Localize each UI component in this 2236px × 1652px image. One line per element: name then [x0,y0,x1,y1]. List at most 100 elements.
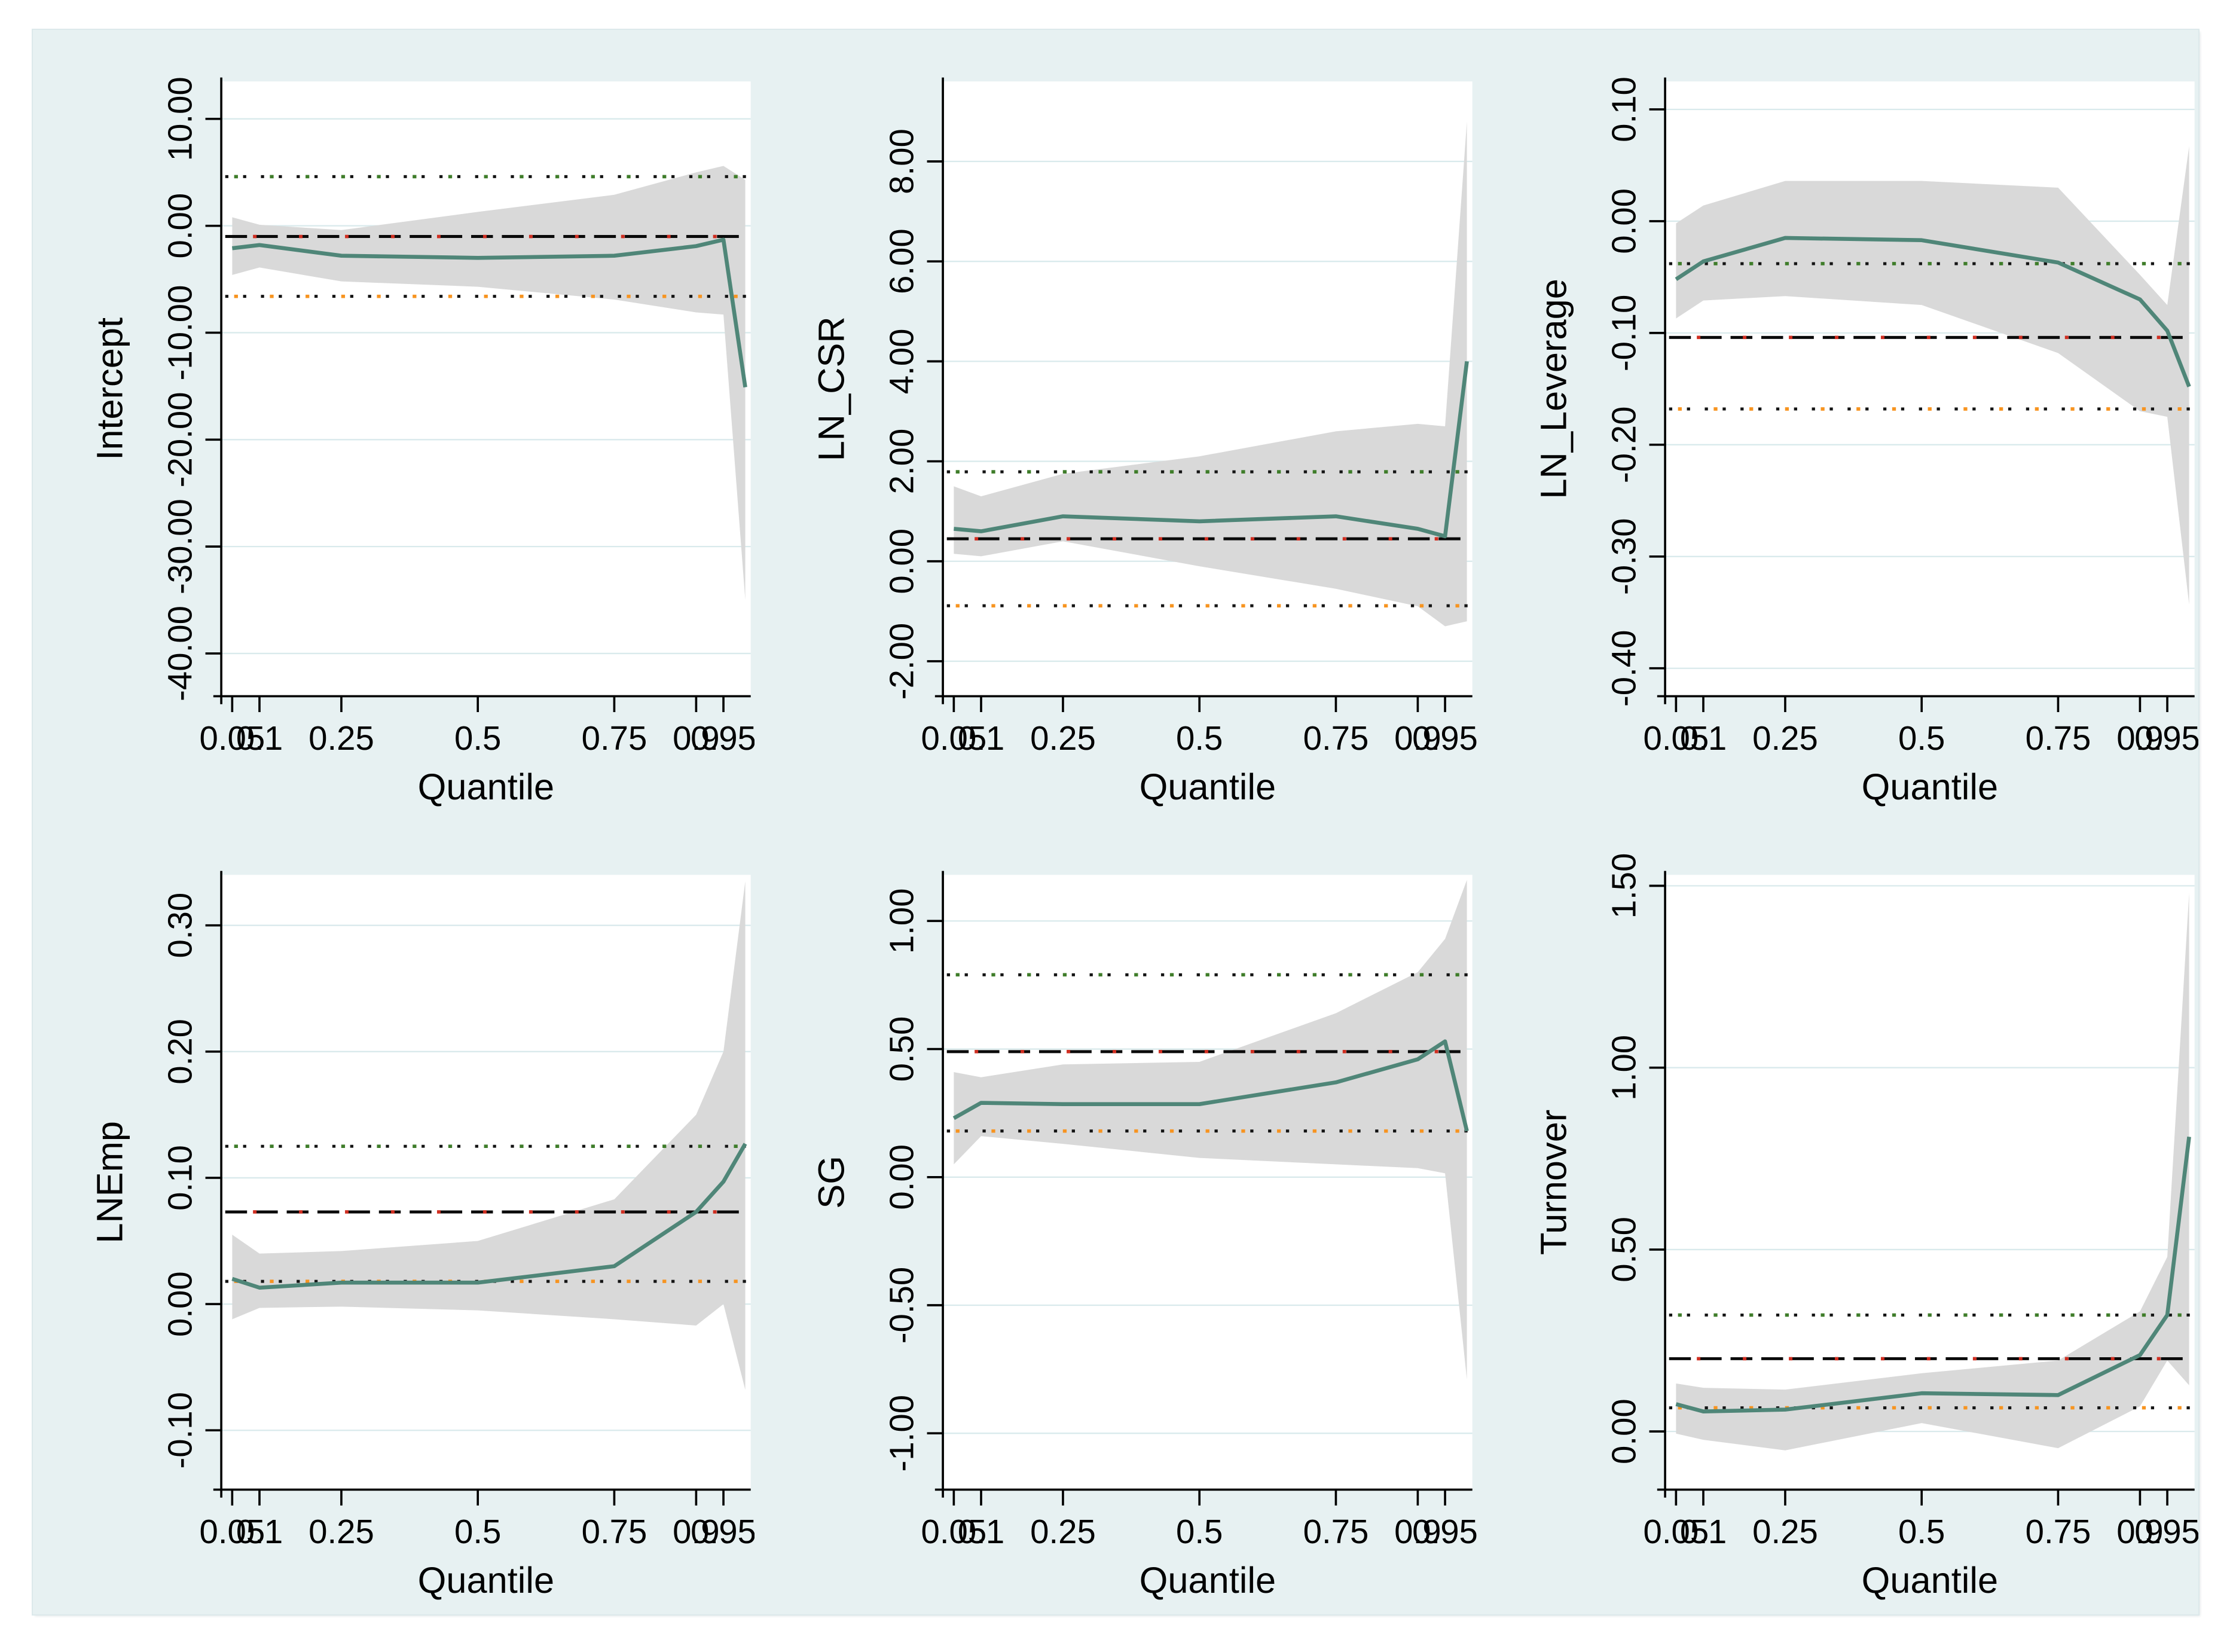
x-tick-label: 0.75 [1303,719,1369,757]
y-tick-label: -10.00 [161,285,198,381]
y-tick-label: -0.20 [1605,407,1642,483]
y-axis-title: LN_Leverage [1533,279,1574,499]
y-tick-label: 0.00 [1605,1398,1642,1464]
y-tick-label: 1.00 [1605,1035,1642,1101]
chart-intercept: 10.00 0.00 -10.00 -20.00 -30.00 -40.000.050.1… [89,77,755,808]
y-tick-label: 6.00 [883,228,921,294]
y-tick-label: -20.00 [161,392,198,487]
plot-area [943,81,1473,697]
x-axis-title: Quantile [1140,1560,1276,1601]
y-tick-label: 10.00 [161,77,198,161]
x-tick-label: 0.1 [1679,1513,1726,1550]
y-tick-label: 0.00 [161,1271,198,1337]
y-tick-label: 2.00 [883,429,921,494]
y-tick-label: -40.00 [161,606,198,701]
y-tick-label: -0.10 [161,1392,198,1469]
chart-sg: 1.00 0.50 0.00 -0.50 -1.00 0.050.1 0.25 0.5 0.75… [811,871,1477,1601]
y-tick-label: 0.20 [161,1019,198,1085]
chart-ln-csr: 8.00 6.00 4.00 2.00 0.00 -2.000.050.1 0.25 0.5 0… [811,77,1477,808]
x-axis-title: Quantile [418,767,555,808]
x-tick-label: 0.05 [921,1513,987,1550]
chart-ln-leverage: 0.10 0.00 -0.10 -0.20 -0.30 -0.400.050.1 0.25 0… [1533,77,2198,808]
y-tick-label: 0.10 [1605,77,1642,142]
x-axis-title: Quantile [1861,767,1998,808]
y-tick-label: 0.00 [883,529,921,594]
x-tick-label: 0.5 [1176,719,1223,757]
y-tick-label: -2.00 [883,623,921,700]
qreg-line [1675,1136,2191,1413]
x-tick-label: 0.95 [1413,719,1477,757]
y-tick-label: 0.10 [161,1145,198,1211]
qreg-ci-band [232,166,746,600]
x-tick-label: 0.95 [1413,1513,1477,1550]
y-tick-label: 1.00 [883,888,921,954]
y-axis-title: Intercept [89,317,130,460]
x-tick-label: 0.75 [582,1513,647,1550]
x-tick-label: 0.1 [958,719,1004,757]
y-axis-title: Turnover [1533,1109,1574,1254]
panel-ln-leverage: 0.10 0.00 -0.10 -0.20 -0.30 -0.40 0.05 0.1 0.25 0… [1477,30,2198,823]
x-tick-label: 0.5 [454,1513,501,1550]
x-tick-label: 0.05 [1643,719,1709,757]
x-tick-label: 0.5 [1898,719,1945,757]
x-tick-label: 0.5 [454,719,501,757]
panel-ln-csr: 8.00 6.00 4.00 2.00 0.00 -2.00 0.05 0.1 0.25 0.5 0… [755,30,1477,823]
x-tick-label: 0.9 [2116,719,2163,757]
chart-turnover: 1.50 1.00 0.50 0.00 0.050.1 0.25 0.5 0.75 0.90.9… [1533,853,2198,1601]
quantile-regression-grid: 10.00 0.00 -10.00 -20.00 -30.00 -40.00 0.05 0.1… [33,30,2198,1614]
y-tick-label: -0.50 [883,1267,921,1344]
y-tick-label: 0.50 [1605,1217,1642,1282]
x-tick-label: 0.25 [1752,719,1818,757]
y-axis-title: SG [811,1156,853,1209]
plot-area [943,874,1473,1490]
y-tick-label: 1.50 [1605,853,1642,918]
panel-sg: 1.00 0.50 0.00 -0.50 -1.00 0.05 0.1 0.25 0.5 0.75… [755,823,1477,1617]
x-tick-label: 0.9 [673,1513,719,1550]
y-tick-label: 0.50 [883,1016,921,1082]
x-tick-label: 0.05 [200,719,265,757]
x-axis-title: Quantile [1140,767,1276,808]
x-tick-label: 0.05 [200,1513,265,1550]
x-tick-label: 0.1 [958,1513,1004,1550]
x-tick-label: 0.75 [2025,719,2091,757]
qreg-line [953,1039,1470,1132]
x-axis-title: Quantile [1861,1560,1998,1601]
qreg-ci-band [954,880,1467,1380]
y-axis-title: LNEmp [89,1121,130,1244]
x-tick-label: 0.95 [691,1513,755,1550]
x-tick-label: 0.25 [308,1513,374,1550]
x-tick-label: 0.1 [1679,719,1726,757]
x-tick-label: 0.95 [2134,719,2198,757]
qreg-line [231,1143,747,1290]
x-tick-label: 0.05 [921,719,987,757]
y-tick-label: -0.10 [1605,295,1642,371]
y-tick-label: 0.00 [883,1144,921,1210]
qreg-ci-band [954,121,1467,627]
panel-intercept: 10.00 0.00 -10.00 -20.00 -30.00 -40.00 0.05 0.1… [33,30,755,823]
panel-turnover: 1.50 1.00 0.50 0.00 0.05 0.1 0.25 0.5 0.75 0.9 0.9… [1477,823,2198,1617]
x-tick-label: 0.9 [1395,1513,1441,1550]
x-tick-label: 0.25 [308,719,374,757]
x-tick-label: 0.5 [1176,1513,1223,1550]
x-tick-label: 0.9 [1395,719,1441,757]
y-tick-label: -0.30 [1605,518,1642,595]
panel-lnemp: 0.30 0.20 0.10 0.00 -0.10 0.05 0.1 0.25 0.5 0.75 0… [33,823,755,1617]
x-tick-label: 0.75 [582,719,647,757]
y-tick-label: 0.30 [161,893,198,958]
qreg-line [231,237,747,388]
y-tick-label: 0.00 [161,193,198,259]
x-axis-title: Quantile [418,1560,555,1601]
x-tick-label: 0.5 [1898,1513,1945,1550]
y-tick-label: -30.00 [161,499,198,594]
x-tick-label: 0.25 [1030,1513,1096,1550]
y-axis-title: LN_CSR [811,316,853,461]
y-tick-label: -0.40 [1605,630,1642,706]
x-tick-label: 0.75 [2025,1513,2091,1550]
x-tick-label: 0.9 [2116,1513,2163,1550]
y-tick-label: -1.00 [883,1395,921,1472]
plot-area [221,81,751,697]
chart-lnemp: 0.30 0.20 0.10 0.00 -0.10 0.050.1 0.25 0.5 0.75 0… [89,871,755,1601]
x-tick-label: 0.25 [1752,1513,1818,1550]
x-tick-label: 0.1 [236,719,283,757]
qreg-ci-band [1676,893,2189,1451]
